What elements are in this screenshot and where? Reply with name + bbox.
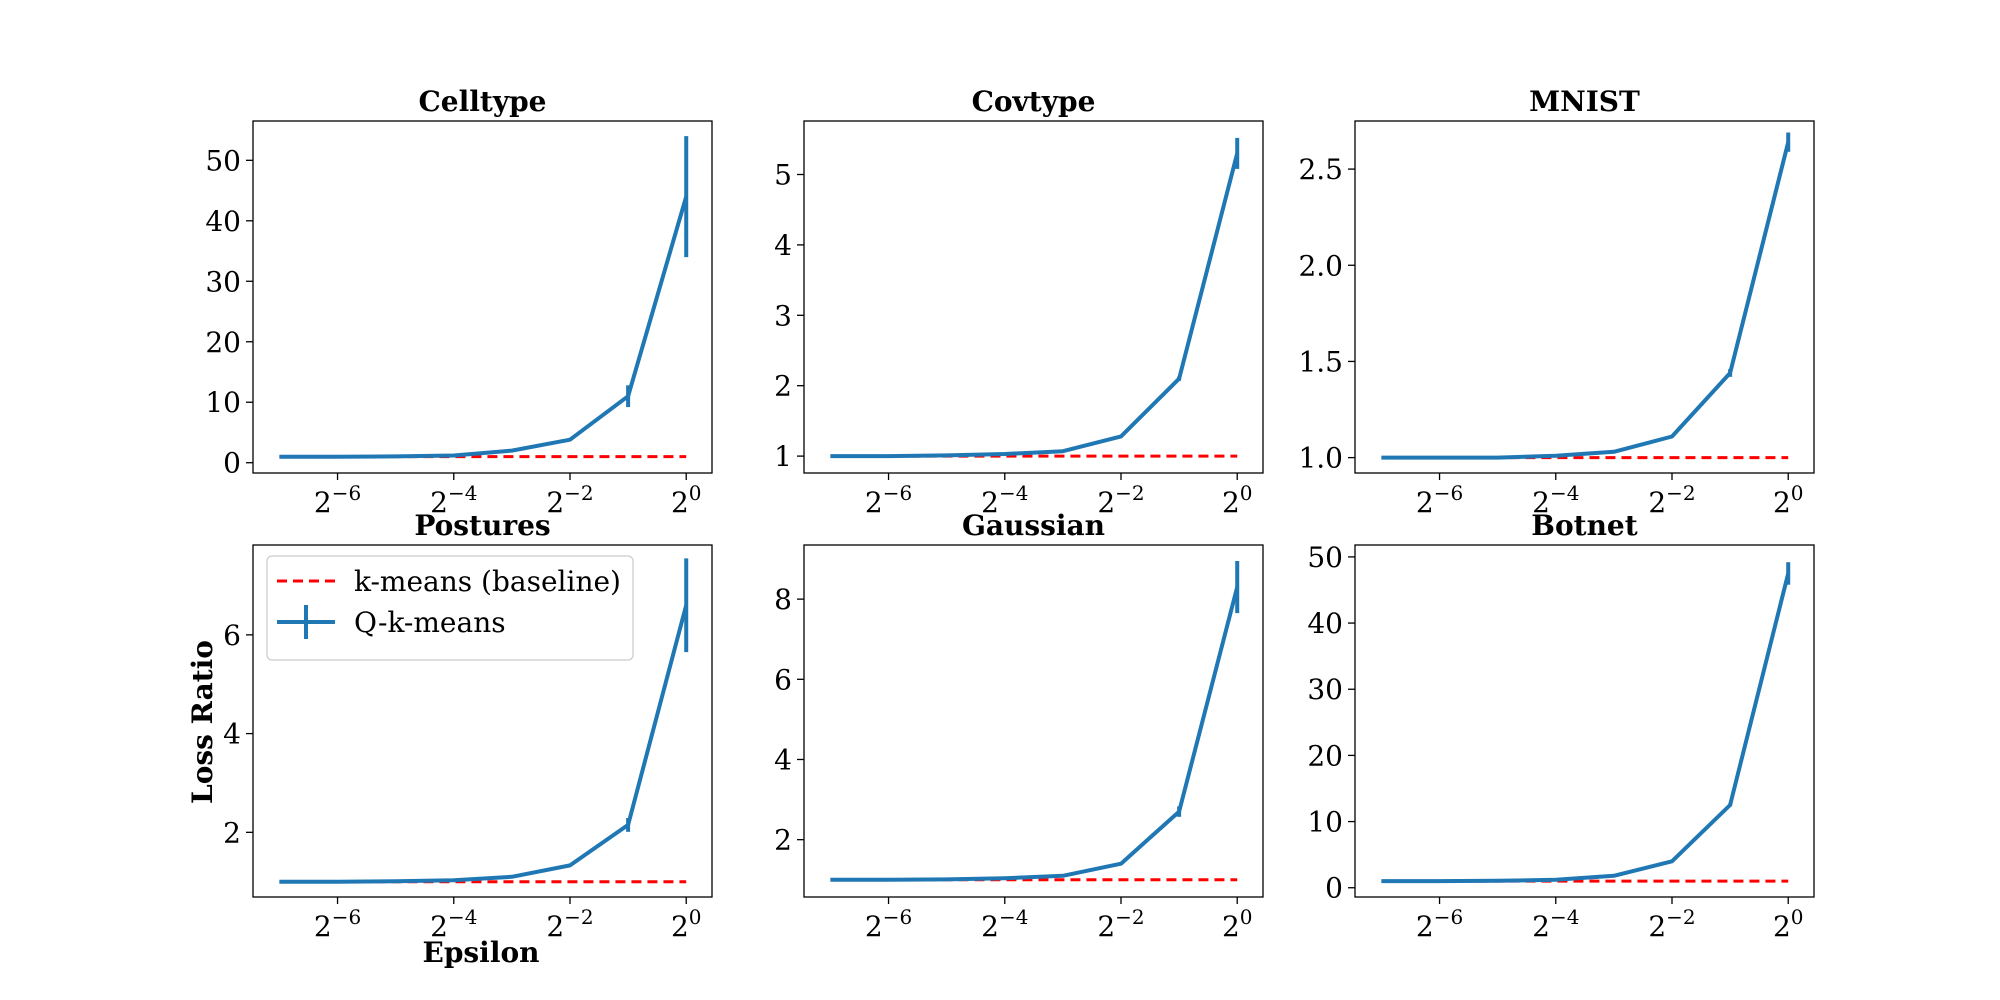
legend-label-q-k-means: Q-k-means [354, 606, 506, 639]
y-tick-label: 2 [223, 816, 241, 849]
y-tick-label: 5 [774, 159, 792, 192]
axes-frame [803, 544, 1264, 898]
axes-frame [1354, 544, 1815, 898]
y-tick-label: 30 [1307, 673, 1343, 706]
subplot-title: Gaussian [962, 509, 1105, 542]
y-tick-label: 2.0 [1298, 249, 1343, 282]
legend: k-means (baseline) Q-k-means [266, 555, 634, 661]
series-line-q-k-means [830, 586, 1240, 882]
axes-frame [803, 120, 1264, 474]
x-tick-label: 2−4 [430, 905, 477, 943]
x-tick-label: 2−2 [546, 481, 593, 519]
subplot-title: MNIST [1529, 85, 1640, 118]
x-tick-label: 2−2 [1648, 905, 1695, 943]
x-tick-label: 2−2 [1097, 905, 1144, 943]
series-line-q-k-means [279, 604, 689, 884]
legend-label-baseline: k-means (baseline) [354, 565, 621, 598]
y-tick-label: 20 [1307, 739, 1343, 772]
y-tick-label: 3 [774, 299, 792, 332]
x-tick-label: 2−6 [1416, 481, 1463, 519]
subplot-title: Botnet [1531, 509, 1637, 542]
axes-frame [1354, 120, 1815, 474]
y-tick-label: 1.0 [1298, 442, 1343, 475]
x-tick-label: 2−6 [314, 481, 361, 519]
y-tick-label: 4 [223, 718, 241, 751]
subplot-title: Postures [414, 509, 550, 542]
x-tick-label: 2−4 [1532, 481, 1579, 519]
y-tick-label: 6 [774, 663, 792, 696]
y-tick-label: 40 [205, 205, 241, 238]
y-tick-label: 0 [1325, 872, 1343, 905]
y-tick-label: 10 [205, 386, 241, 419]
y-tick-label: 1 [774, 440, 792, 473]
x-tick-label: 2−4 [430, 481, 477, 519]
subplot-title: Covtype [972, 85, 1096, 118]
x-tick-label: 20 [671, 905, 702, 943]
y-tick-label: 2.5 [1298, 153, 1343, 186]
series-line-q-k-means [830, 152, 1240, 459]
subplot-postures: Postures 2 4 6 2−6 2−4 2−2 20 [223, 509, 713, 943]
y-tick-label: 4 [774, 743, 792, 776]
y-tick-label: 2 [774, 824, 792, 857]
axes-frame [252, 120, 713, 474]
y-tick-label: 50 [1307, 541, 1343, 574]
subplot-mnist: MNIST 1.0 1.5 2.0 2.5 2−6 2−4 2−2 20 [1298, 85, 1815, 519]
y-tick-label: 0 [223, 447, 241, 480]
y-tick-label: 40 [1307, 607, 1343, 640]
x-tick-label: 2−6 [865, 481, 912, 519]
y-tick-label: 6 [223, 619, 241, 652]
y-tick-label: 10 [1307, 806, 1343, 839]
y-tick-label: 8 [774, 583, 792, 616]
x-tick-label: 20 [671, 481, 702, 519]
series-line-q-k-means [279, 196, 689, 459]
x-tick-label: 2−4 [1532, 905, 1579, 943]
x-tick-label: 20 [1222, 905, 1253, 943]
y-axis-label: Loss Ratio [186, 640, 219, 804]
axes-frame [252, 544, 713, 898]
x-tick-label: 2−4 [981, 905, 1028, 943]
y-tick-label: 20 [205, 326, 241, 359]
y-tick-label: 1.5 [1298, 345, 1343, 378]
subplot-gaussian: Gaussian 2 4 6 8 2−6 2−4 2−2 20 [774, 509, 1264, 943]
x-axis-label: Epsilon [423, 936, 540, 969]
x-tick-label: 2−4 [981, 481, 1028, 519]
x-tick-label: 2−6 [314, 905, 361, 943]
y-tick-label: 2 [774, 370, 792, 403]
subplot-covtype: Covtype 1 2 3 4 5 2−6 2−4 2−2 20 [774, 85, 1264, 519]
y-tick-label: 4 [774, 229, 792, 262]
x-tick-label: 2−2 [1648, 481, 1695, 519]
subplot-botnet: Botnet 0 10 20 30 40 50 2−6 2−4 2−2 20 [1307, 509, 1815, 943]
x-tick-label: 2−2 [546, 905, 593, 943]
x-tick-label: 20 [1773, 905, 1804, 943]
series-line-q-k-means [1381, 573, 1791, 884]
x-tick-label: 20 [1773, 481, 1804, 519]
x-tick-label: 20 [1222, 481, 1253, 519]
x-tick-label: 2−2 [1097, 481, 1144, 519]
subplot-title: Celltype [419, 85, 547, 118]
x-tick-label: 2−6 [1416, 905, 1463, 943]
series-line-q-k-means [1381, 141, 1791, 460]
y-tick-label: 50 [205, 144, 241, 177]
subplot-celltype: Celltype 0 10 20 30 40 50 2−6 2−4 2−2 20 [205, 85, 713, 519]
legend-box [266, 555, 634, 661]
x-tick-label: 2−6 [865, 905, 912, 943]
y-tick-label: 30 [205, 265, 241, 298]
